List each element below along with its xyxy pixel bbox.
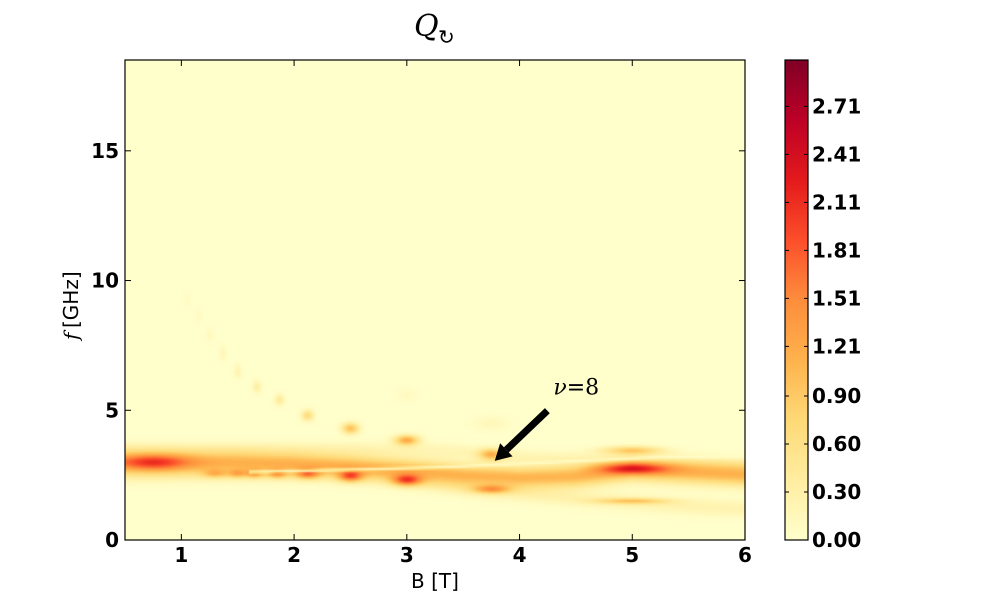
colorbar-gradient: [784, 59, 809, 541]
chart-title-text: Q: [414, 9, 439, 44]
annotation-var: ν: [553, 376, 566, 401]
y-axis: 0 5 10 15: [91, 139, 745, 552]
chart-title: Q ↻: [414, 9, 455, 49]
y-tick-label: 15: [91, 139, 119, 163]
x-tick-label: 4: [513, 543, 527, 567]
x-axis: 1 2 3 4 5 6: [174, 60, 752, 567]
y-tick-label: 0: [105, 528, 119, 552]
colorbar-tick-label: 2.71: [812, 94, 861, 118]
x-tick-label: 5: [625, 543, 639, 567]
colorbar-tick-label: 1.51: [812, 286, 861, 310]
annotation-label: ν=8: [553, 376, 599, 401]
colorbar-tick-label: 1.81: [812, 238, 861, 262]
y-axis-label-symbol: f: [59, 329, 83, 342]
annotation: ν=8: [494, 376, 599, 461]
y-axis-label: f [GHz]: [59, 271, 83, 342]
colorbar-tick-label: 0.00: [812, 528, 861, 552]
title-symbol: ↻: [438, 25, 455, 49]
colorbar-ticks: 0.00 0.30 0.60 0.90 1.21 1.51 1.81 2.11 2.41 2.71: [785, 94, 861, 552]
heatmap: [125, 60, 745, 540]
annotation-arrow-shaft: [503, 408, 550, 453]
x-tick-label: 1: [174, 543, 188, 567]
colorbar: 0.00 0.30 0.60 0.90 1.21 1.51 1.81 2.11 2.41 2.71: [784, 59, 861, 552]
annotation-val: 8: [585, 376, 599, 401]
colorbar-tick-label: 2.11: [812, 190, 861, 214]
x-axis-label: B [T]: [411, 569, 459, 593]
colorbar-tick-label: 1.21: [812, 334, 861, 358]
y-axis-label-text: [GHz]: [59, 271, 83, 328]
colorbar-tick-label: 0.60: [812, 432, 861, 456]
colorbar-tick-label: 0.90: [812, 384, 861, 408]
colorbar-tick-label: 2.41: [812, 142, 861, 166]
y-tick-label: 10: [91, 269, 119, 293]
plot-frame: [124, 59, 746, 541]
colorbar-tick-label: 0.30: [812, 480, 861, 504]
x-tick-label: 2: [287, 543, 301, 567]
x-tick-label: 6: [738, 543, 752, 567]
annotation-eq: =: [567, 376, 585, 401]
annotation-arrow-head: [494, 443, 513, 461]
x-tick-label: 3: [400, 543, 414, 567]
y-tick-label: 5: [105, 398, 119, 422]
heatmap-image: [125, 60, 745, 540]
